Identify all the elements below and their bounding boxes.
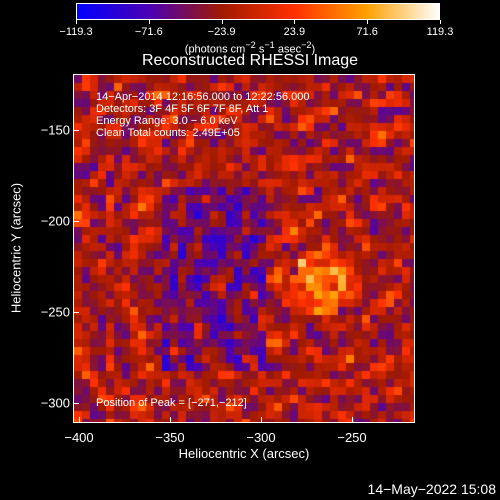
colorbar-tick-label: −71.6 — [134, 26, 163, 38]
colorbar-tick-label: −23.9 — [207, 26, 236, 38]
y-tick-mark — [73, 221, 79, 222]
colorbar-tick-label: 23.9 — [283, 26, 306, 38]
colorbar — [76, 3, 440, 20]
rhessi-heatmap — [74, 75, 414, 422]
colorbar-tick-mark — [76, 20, 77, 24]
y-tick-label: −150 — [40, 122, 70, 138]
y-axis-label: Heliocentric Y (arcsec) — [8, 182, 24, 314]
energy-range-label: Energy Range: 3.0 − 6.0 keV — [96, 115, 238, 127]
colorbar-tick-label: −119.3 — [59, 26, 93, 38]
y-tick-mark — [73, 403, 79, 404]
y-tick-mark — [73, 312, 79, 313]
image-plot[interactable]: 14−Apr−2014 12:16:56.000 to 12:22:56.000… — [73, 74, 415, 423]
x-tick-mark — [261, 417, 262, 423]
colorbar-tick-mark — [440, 20, 441, 24]
colorbar-tick-label: 119.3 — [426, 26, 454, 38]
y-tick-label: −300 — [40, 395, 70, 411]
x-tick-mark — [170, 417, 171, 423]
clean-total-counts-label: Clean Total counts: 2.49E+05 — [96, 127, 240, 139]
y-tick-label: −250 — [40, 304, 70, 320]
colorbar-tick-mark — [367, 20, 369, 24]
colorbar-tick-mark — [148, 20, 150, 24]
colorbar-tick-label: 71.6 — [356, 26, 378, 38]
time-range-label: 14−Apr−2014 12:16:56.000 to 12:22:56.000 — [96, 91, 310, 103]
y-tick-label: −200 — [40, 213, 70, 229]
detectors-label: Detectors: 3F 4F 5F 6F 7F 8F, Att 1 — [96, 103, 269, 115]
x-tick-label: −350 — [155, 430, 185, 445]
x-tick-mark — [79, 417, 80, 423]
x-tick-label: −250 — [337, 430, 367, 445]
colorbar-tick-mark — [221, 20, 223, 24]
y-tick-mark — [73, 130, 79, 131]
x-tick-label: −300 — [246, 430, 276, 445]
peak-position-label: Position of Peak = [−271,−212] — [96, 397, 247, 409]
x-axis-label: Heliocentric X (arcsec) — [178, 446, 310, 461]
x-tick-mark — [352, 417, 353, 423]
x-tick-label: −400 — [64, 430, 94, 445]
colorbar-tick-mark — [294, 20, 296, 24]
plot-title: Reconstructed RHESSI Image — [141, 52, 359, 69]
colorbar-units: (photons cm−2 s−1 asec−2) — [184, 40, 316, 56]
timestamp: 14−May−2022 15:08 — [367, 481, 496, 497]
